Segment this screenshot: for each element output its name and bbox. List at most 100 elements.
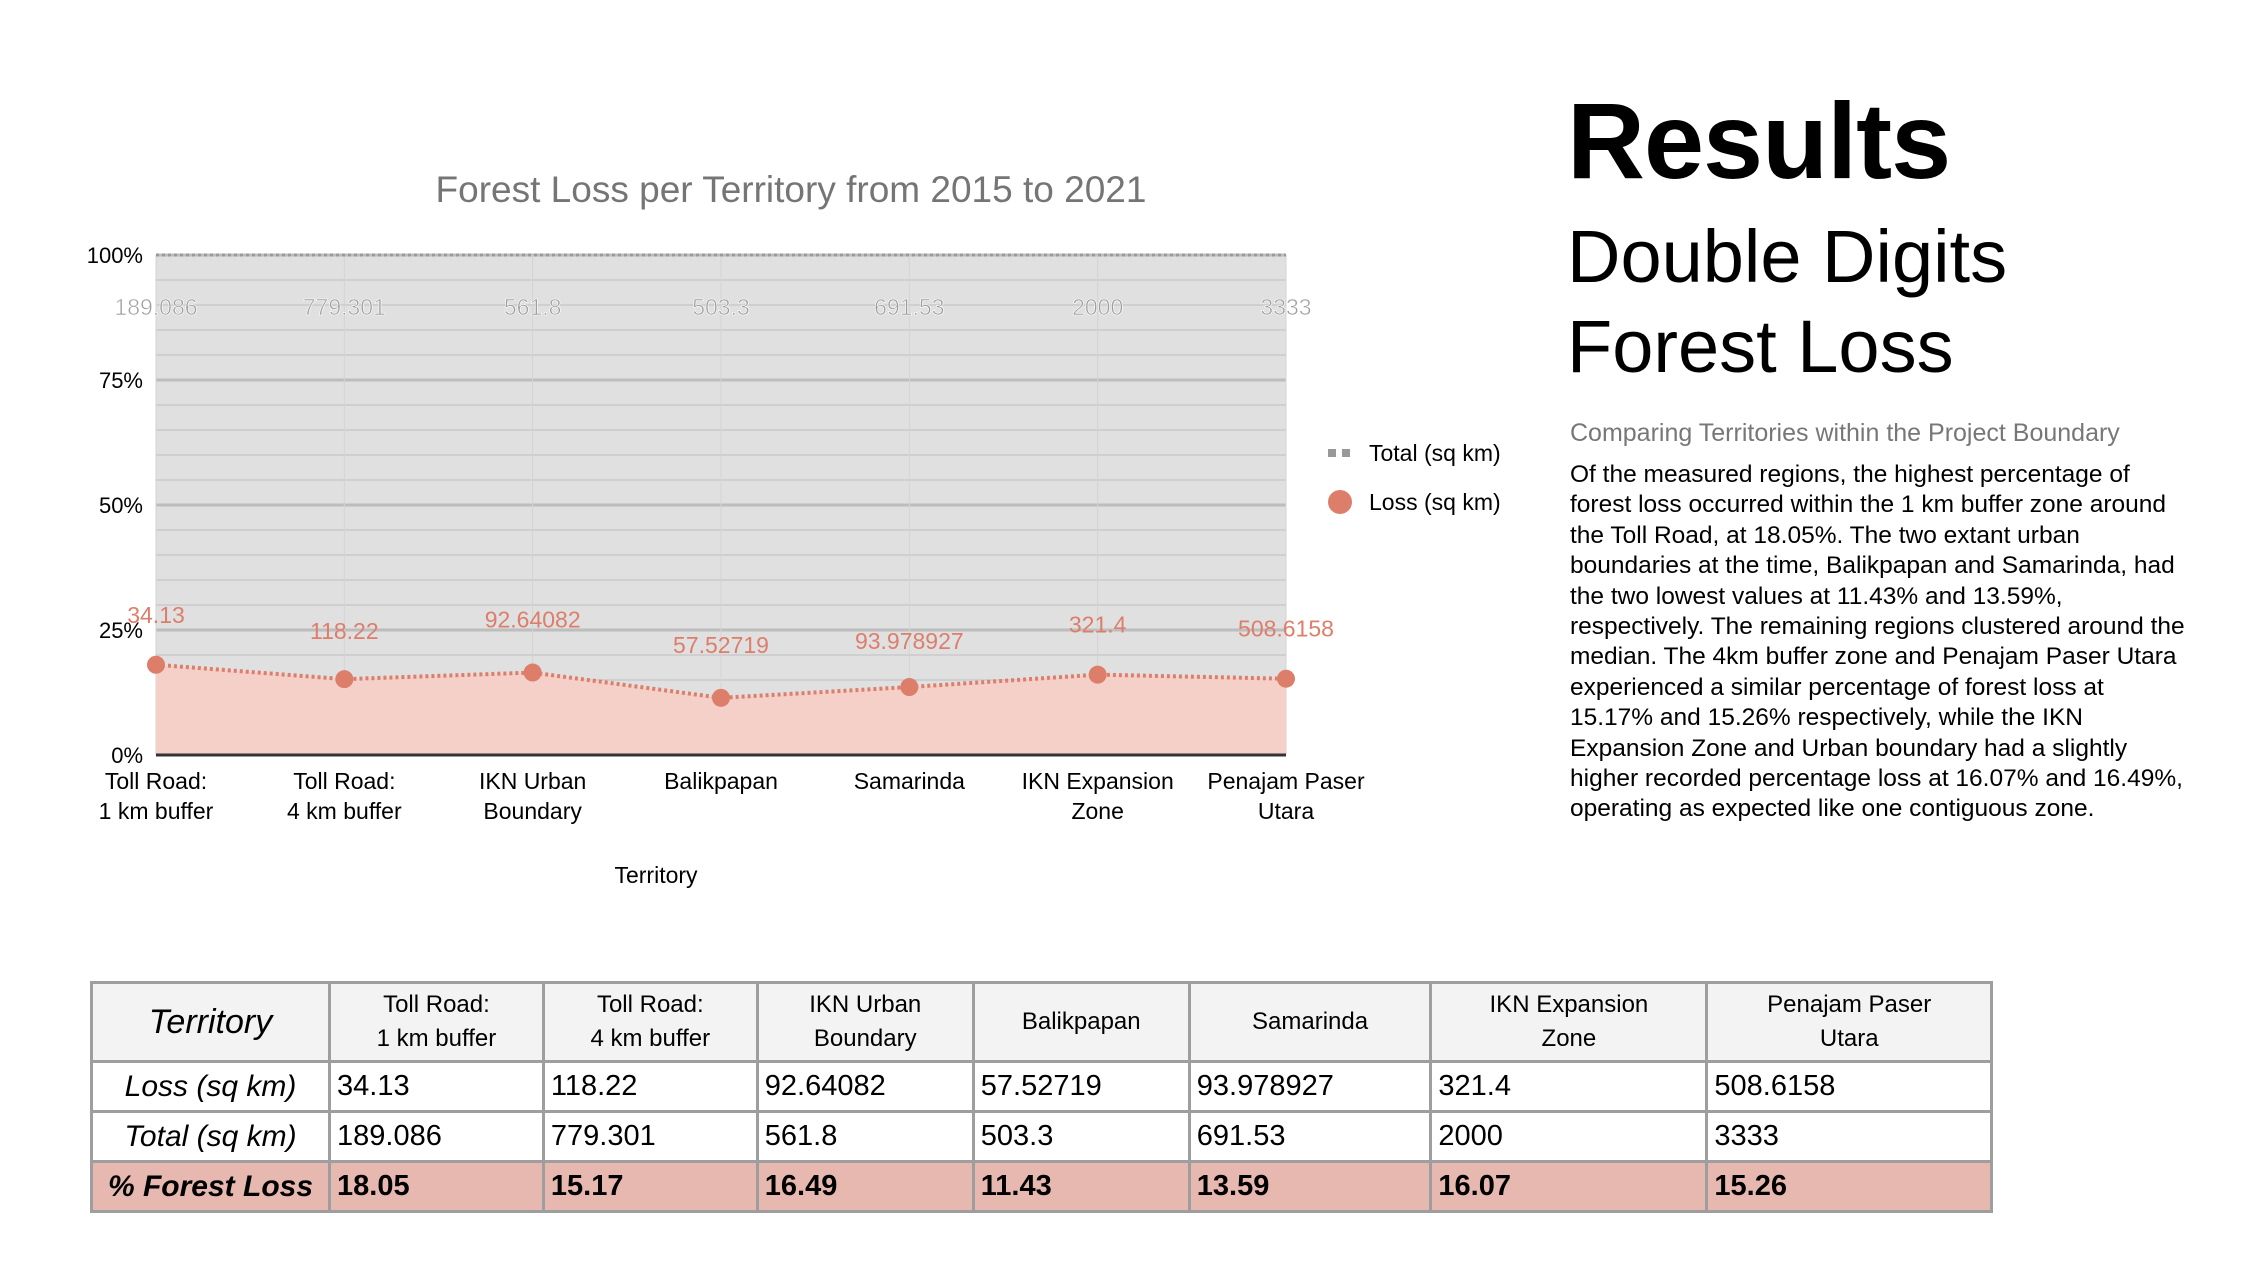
table-cell: 561.8 <box>755 1110 975 1163</box>
headline-line-2: Forest Loss <box>1567 305 1954 388</box>
y-tick-label: 75% <box>99 368 143 393</box>
y-tick-label: 0% <box>111 743 143 768</box>
loss-data-label: 508.6158 <box>1238 616 1334 642</box>
table-cell: 118.22 <box>541 1060 759 1113</box>
forest-loss-chart: Forest Loss per Territory from 2015 to 2… <box>87 169 1501 888</box>
table-cell: 321.4 <box>1429 1060 1709 1113</box>
table-cell: 2000 <box>1429 1110 1709 1163</box>
results-table: Territory Toll Road: 1 km buffer Toll Road:… <box>90 981 1993 1213</box>
y-tick-label: 25% <box>99 618 143 643</box>
description-paragraph: Of the measured regions, the highest per… <box>1570 461 2185 823</box>
x-tick-label: 4 km buffer <box>287 798 402 824</box>
table-cell: 189.086 <box>328 1110 545 1163</box>
x-tick-label: Zone <box>1071 798 1123 824</box>
table-header-territory: Territory <box>90 981 331 1063</box>
table-cell: 16.49 <box>755 1160 975 1213</box>
loss-data-label: 118.22 <box>310 618 379 644</box>
table-row: Loss (sq km) 34.13 118.22 92.64082 57.52719 9… <box>90 1060 1993 1113</box>
table-row-header: Total (sq km) <box>90 1110 331 1163</box>
x-tick-label: IKN Expansion <box>1022 768 1174 794</box>
table-cell: 92.64082 <box>755 1060 975 1113</box>
table-row: % Forest Loss 18.05 15.17 16.49 11.43 13.59 16… <box>90 1160 1993 1213</box>
table-column-header: IKN Expansion Zone <box>1429 981 1709 1063</box>
table-cell: 508.6158 <box>1705 1060 1993 1113</box>
legend-loss-label: Loss (sq km) <box>1369 489 1501 515</box>
x-tick-label: Penajam Paser <box>1207 768 1365 794</box>
header-line: IKN Urban <box>809 991 922 1018</box>
total-data-label: 561.8 <box>504 294 562 320</box>
total-data-label: 2000 <box>1072 294 1123 320</box>
table-cell: 779.301 <box>541 1110 759 1163</box>
table-cell: 16.07 <box>1429 1160 1709 1213</box>
subtitle: Comparing Territories within the Project… <box>1570 419 2120 447</box>
header-line: Utara <box>1819 1025 1879 1052</box>
chart-title: Forest Loss per Territory from 2015 to 2… <box>436 169 1147 210</box>
total-data-label: 691.53 <box>874 294 944 320</box>
x-tick-label: Boundary <box>483 798 582 824</box>
total-data-label: 189.086 <box>114 294 197 320</box>
table-cell: 13.59 <box>1187 1160 1433 1213</box>
header-line: 1 km buffer <box>376 1025 497 1052</box>
table-header-row: Territory Toll Road: 1 km buffer Toll Road:… <box>90 981 1993 1063</box>
x-axis-title: Territory <box>614 862 698 888</box>
loss-data-label: 34.13 <box>127 602 185 628</box>
headline: Double Digits Forest Loss <box>1567 212 2007 392</box>
table-cell: 34.13 <box>328 1060 545 1113</box>
x-tick-label: Toll Road: <box>293 768 395 794</box>
table-cell: 11.43 <box>971 1160 1191 1213</box>
loss-data-label: 57.52719 <box>673 632 769 658</box>
table-row: Total (sq km) 189.086 779.301 561.8 503.3 691… <box>90 1110 1993 1163</box>
header-line: IKN Expansion <box>1489 991 1649 1018</box>
loss-data-point <box>523 663 542 682</box>
table-column-header: Penajam Paser Utara <box>1705 981 1993 1063</box>
table-row-header: Loss (sq km) <box>90 1060 331 1113</box>
x-tick-label: Toll Road: <box>105 768 207 794</box>
header-line: Toll Road: <box>596 991 704 1018</box>
loss-data-point <box>147 655 165 674</box>
loss-data-point <box>335 670 354 689</box>
loss-data-point <box>900 678 919 697</box>
table-column-header: Balikpapan <box>971 981 1191 1063</box>
x-tick-label: Utara <box>1258 798 1314 824</box>
table-cell: 3333 <box>1705 1110 1993 1163</box>
legend-total-label: Total (sq km) <box>1369 440 1501 466</box>
x-tick-label: Balikpapan <box>664 768 778 794</box>
table-column-header: IKN Urban Boundary <box>755 981 975 1063</box>
header-line: Samarinda <box>1252 1008 1369 1035</box>
table-cell: 691.53 <box>1187 1110 1433 1163</box>
loss-data-point <box>712 688 730 707</box>
total-data-label: 3333 <box>1260 294 1311 320</box>
loss-data-label: 93.978927 <box>855 628 964 654</box>
table-column-header: Toll Road: 4 km buffer <box>541 981 759 1063</box>
table-cell: 503.3 <box>971 1110 1191 1163</box>
header-line: Penajam Paser <box>1767 991 1932 1018</box>
legend-loss-icon <box>1328 490 1352 514</box>
table-cell: 93.978927 <box>1187 1060 1433 1113</box>
header-line: Zone <box>1541 1025 1597 1052</box>
loss-data-label: 321.4 <box>1069 612 1127 638</box>
loss-area <box>156 664 1286 755</box>
results-title: Results <box>1567 80 1951 201</box>
header-line: Boundary <box>813 1025 917 1052</box>
headline-line-1: Double Digits <box>1567 215 2008 298</box>
table-row-header: % Forest Loss <box>90 1160 331 1213</box>
table-column-header: Toll Road: 1 km buffer <box>328 981 545 1063</box>
x-tick-label: Samarinda <box>854 768 965 794</box>
total-data-label: 779.301 <box>303 294 386 320</box>
loss-data-point <box>1277 669 1295 688</box>
table-cell: 18.05 <box>328 1160 545 1213</box>
x-tick-label: 1 km buffer <box>99 798 214 824</box>
table-cell: 15.17 <box>541 1160 759 1213</box>
header-line: Toll Road: <box>383 991 490 1018</box>
loss-data-label: 92.64082 <box>485 607 581 633</box>
total-data-label: 503.3 <box>692 294 750 320</box>
loss-data-point <box>1088 665 1107 684</box>
header-line: 4 km buffer <box>590 1025 711 1052</box>
table-cell: 57.52719 <box>971 1060 1191 1113</box>
x-tick-label: IKN Urban <box>479 768 586 794</box>
table-cell: 15.26 <box>1705 1160 1993 1213</box>
table-column-header: Samarinda <box>1187 981 1433 1063</box>
y-tick-label: 50% <box>99 493 143 518</box>
header-line: Balikpapan <box>1021 1008 1141 1035</box>
y-tick-label: 100% <box>87 243 143 268</box>
